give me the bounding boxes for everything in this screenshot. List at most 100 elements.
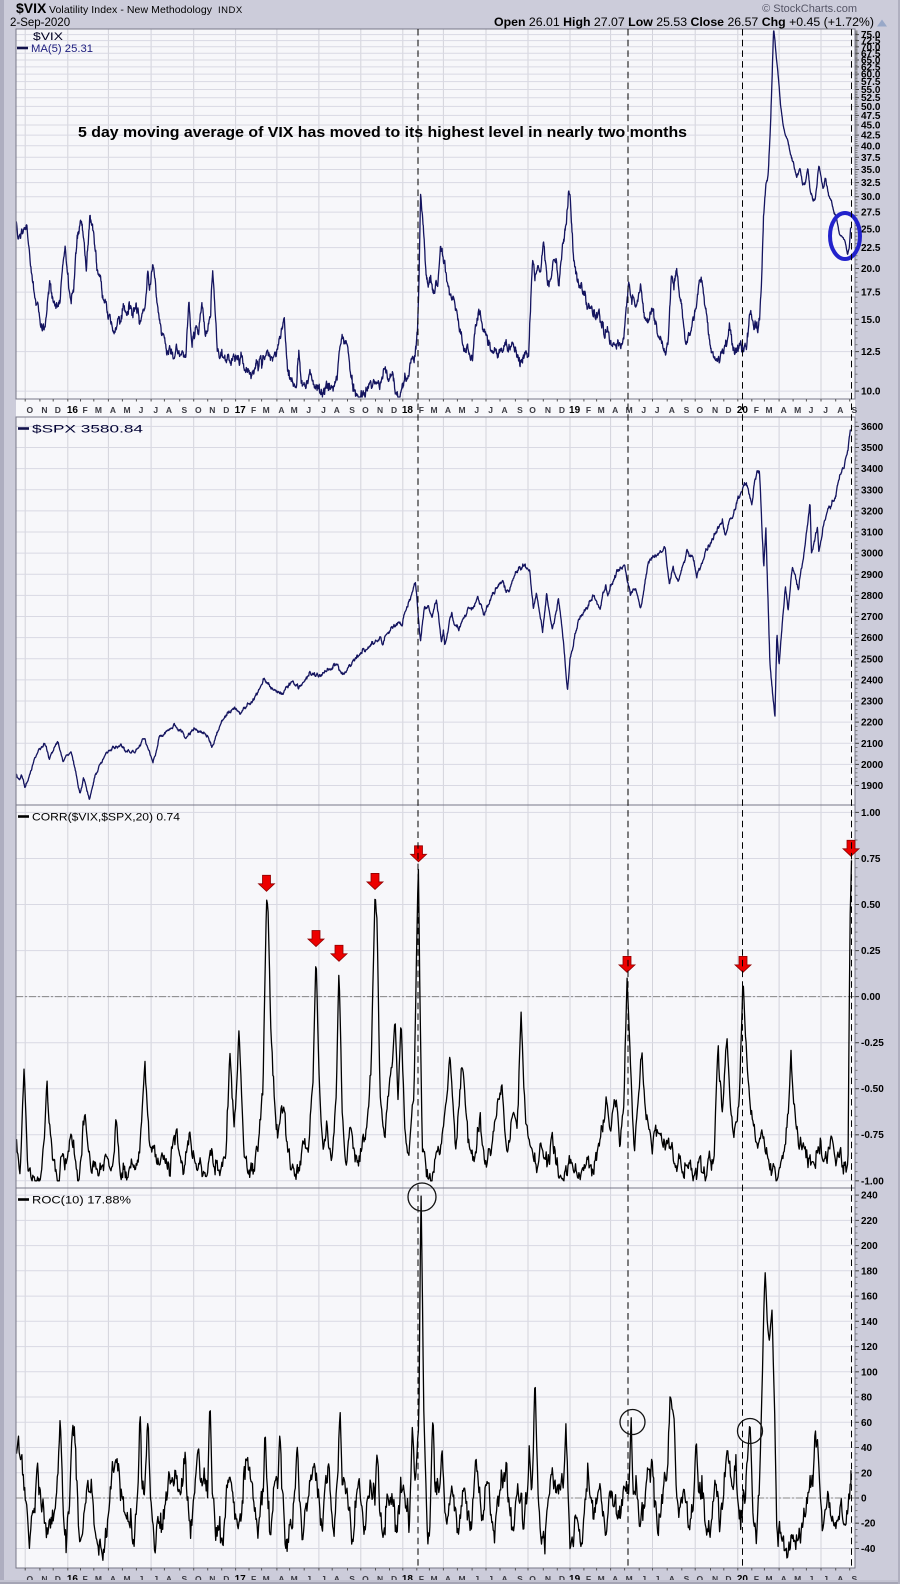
svg-text:-40: -40 bbox=[861, 1544, 876, 1555]
svg-text:M: M bbox=[765, 1574, 772, 1584]
svg-text:30.0: 30.0 bbox=[861, 192, 881, 203]
svg-text:20: 20 bbox=[861, 1468, 873, 1479]
svg-text:10.0: 10.0 bbox=[861, 387, 881, 398]
svg-text:J: J bbox=[655, 1574, 660, 1584]
svg-text:17: 17 bbox=[235, 1574, 247, 1584]
svg-text:3100: 3100 bbox=[861, 528, 884, 539]
svg-text:F: F bbox=[754, 1574, 759, 1584]
svg-text:J: J bbox=[809, 405, 814, 415]
svg-text:-1.00: -1.00 bbox=[861, 1176, 884, 1187]
svg-text:22.5: 22.5 bbox=[861, 243, 881, 254]
svg-text:2200: 2200 bbox=[861, 718, 884, 729]
svg-text:J: J bbox=[809, 1574, 814, 1584]
svg-text:M: M bbox=[291, 405, 298, 415]
svg-text:12.5: 12.5 bbox=[861, 347, 881, 358]
svg-text:O: O bbox=[195, 1574, 202, 1584]
svg-text:J: J bbox=[153, 405, 158, 415]
svg-text:19: 19 bbox=[569, 405, 581, 416]
svg-text:A: A bbox=[781, 1574, 787, 1584]
svg-text:220: 220 bbox=[861, 1216, 878, 1227]
svg-text:20.0: 20.0 bbox=[861, 264, 881, 275]
svg-text:0.75: 0.75 bbox=[861, 854, 881, 865]
svg-text:N: N bbox=[209, 405, 215, 415]
svg-text:J: J bbox=[321, 1574, 326, 1584]
svg-text:D: D bbox=[391, 1574, 397, 1584]
svg-text:J: J bbox=[823, 405, 828, 415]
svg-text:D: D bbox=[223, 1574, 229, 1584]
svg-text:57.5: 57.5 bbox=[861, 77, 881, 88]
svg-text:A: A bbox=[445, 1574, 451, 1584]
svg-text:D: D bbox=[391, 405, 397, 415]
svg-text:S: S bbox=[181, 405, 187, 415]
svg-text:45.0: 45.0 bbox=[861, 121, 881, 132]
svg-text:J: J bbox=[823, 1574, 828, 1584]
svg-text:A: A bbox=[278, 1574, 284, 1584]
svg-text:3200: 3200 bbox=[861, 506, 884, 517]
svg-text:S: S bbox=[349, 1574, 355, 1584]
svg-text:J: J bbox=[306, 1574, 311, 1584]
svg-text:0.50: 0.50 bbox=[861, 900, 881, 911]
svg-text:F: F bbox=[586, 405, 591, 415]
svg-text:$SPX 3580.84: $SPX 3580.84 bbox=[32, 424, 143, 436]
svg-text:M: M bbox=[458, 1574, 465, 1584]
svg-text:J: J bbox=[655, 405, 660, 415]
svg-text:200: 200 bbox=[861, 1241, 878, 1252]
svg-text:160: 160 bbox=[861, 1292, 878, 1303]
svg-text:60: 60 bbox=[861, 1418, 873, 1429]
svg-text:180: 180 bbox=[861, 1266, 878, 1277]
svg-text:A: A bbox=[110, 1574, 116, 1584]
svg-text:M: M bbox=[430, 405, 437, 415]
svg-text:50.0: 50.0 bbox=[861, 102, 881, 113]
svg-text:5 day moving average of VIX ha: 5 day moving average of VIX has moved to… bbox=[78, 124, 687, 141]
svg-text:N: N bbox=[712, 405, 718, 415]
svg-text:N: N bbox=[377, 405, 383, 415]
svg-text:O: O bbox=[696, 1574, 703, 1584]
svg-text:25.0: 25.0 bbox=[861, 225, 881, 236]
svg-text:20: 20 bbox=[737, 1574, 749, 1584]
svg-text:D: D bbox=[55, 1574, 61, 1584]
svg-text:65.0: 65.0 bbox=[861, 56, 881, 67]
svg-text:17.5: 17.5 bbox=[861, 288, 881, 299]
svg-text:$VIX: $VIX bbox=[33, 31, 64, 43]
svg-text:3500: 3500 bbox=[861, 443, 884, 454]
svg-text:J: J bbox=[641, 1574, 646, 1584]
svg-text:CORR($VIX,$SPX,20) 0.74: CORR($VIX,$SPX,20) 0.74 bbox=[32, 812, 180, 824]
svg-text:55.0: 55.0 bbox=[861, 85, 881, 96]
svg-text:INDX: INDX bbox=[218, 5, 243, 16]
svg-text:62.5: 62.5 bbox=[861, 62, 881, 73]
svg-text:D: D bbox=[725, 1574, 731, 1584]
svg-text:2500: 2500 bbox=[861, 654, 884, 665]
svg-text:J: J bbox=[306, 405, 311, 415]
svg-text:O: O bbox=[26, 405, 33, 415]
svg-text:F: F bbox=[586, 1574, 591, 1584]
svg-text:2-Sep-2020: 2-Sep-2020 bbox=[10, 17, 70, 29]
svg-text:O: O bbox=[362, 405, 369, 415]
svg-text:M: M bbox=[291, 1574, 298, 1584]
svg-text:S: S bbox=[684, 1574, 690, 1584]
svg-text:N: N bbox=[545, 1574, 551, 1584]
svg-text:A: A bbox=[781, 405, 787, 415]
svg-text:16: 16 bbox=[67, 405, 79, 416]
svg-text:60.0: 60.0 bbox=[861, 70, 881, 81]
svg-text:F: F bbox=[82, 1574, 87, 1584]
svg-text:-20: -20 bbox=[861, 1519, 876, 1530]
svg-text:J: J bbox=[488, 405, 493, 415]
svg-text:J: J bbox=[474, 405, 479, 415]
svg-text:J: J bbox=[641, 405, 646, 415]
svg-text:N: N bbox=[209, 1574, 215, 1584]
svg-text:N: N bbox=[712, 1574, 718, 1584]
svg-text:MA(5) 25.31: MA(5) 25.31 bbox=[31, 43, 93, 55]
svg-text:40: 40 bbox=[861, 1443, 873, 1454]
svg-text:O: O bbox=[195, 405, 202, 415]
svg-text:S: S bbox=[684, 405, 690, 415]
svg-text:32.5: 32.5 bbox=[861, 178, 881, 189]
svg-text:1.00: 1.00 bbox=[861, 808, 881, 819]
svg-text:2900: 2900 bbox=[861, 570, 884, 581]
svg-text:A: A bbox=[334, 405, 340, 415]
svg-text:3600: 3600 bbox=[861, 422, 884, 433]
svg-text:A: A bbox=[502, 405, 508, 415]
svg-text:80: 80 bbox=[861, 1393, 873, 1404]
svg-text:D: D bbox=[725, 405, 731, 415]
svg-text:D: D bbox=[559, 405, 565, 415]
svg-text:A: A bbox=[669, 1574, 675, 1584]
